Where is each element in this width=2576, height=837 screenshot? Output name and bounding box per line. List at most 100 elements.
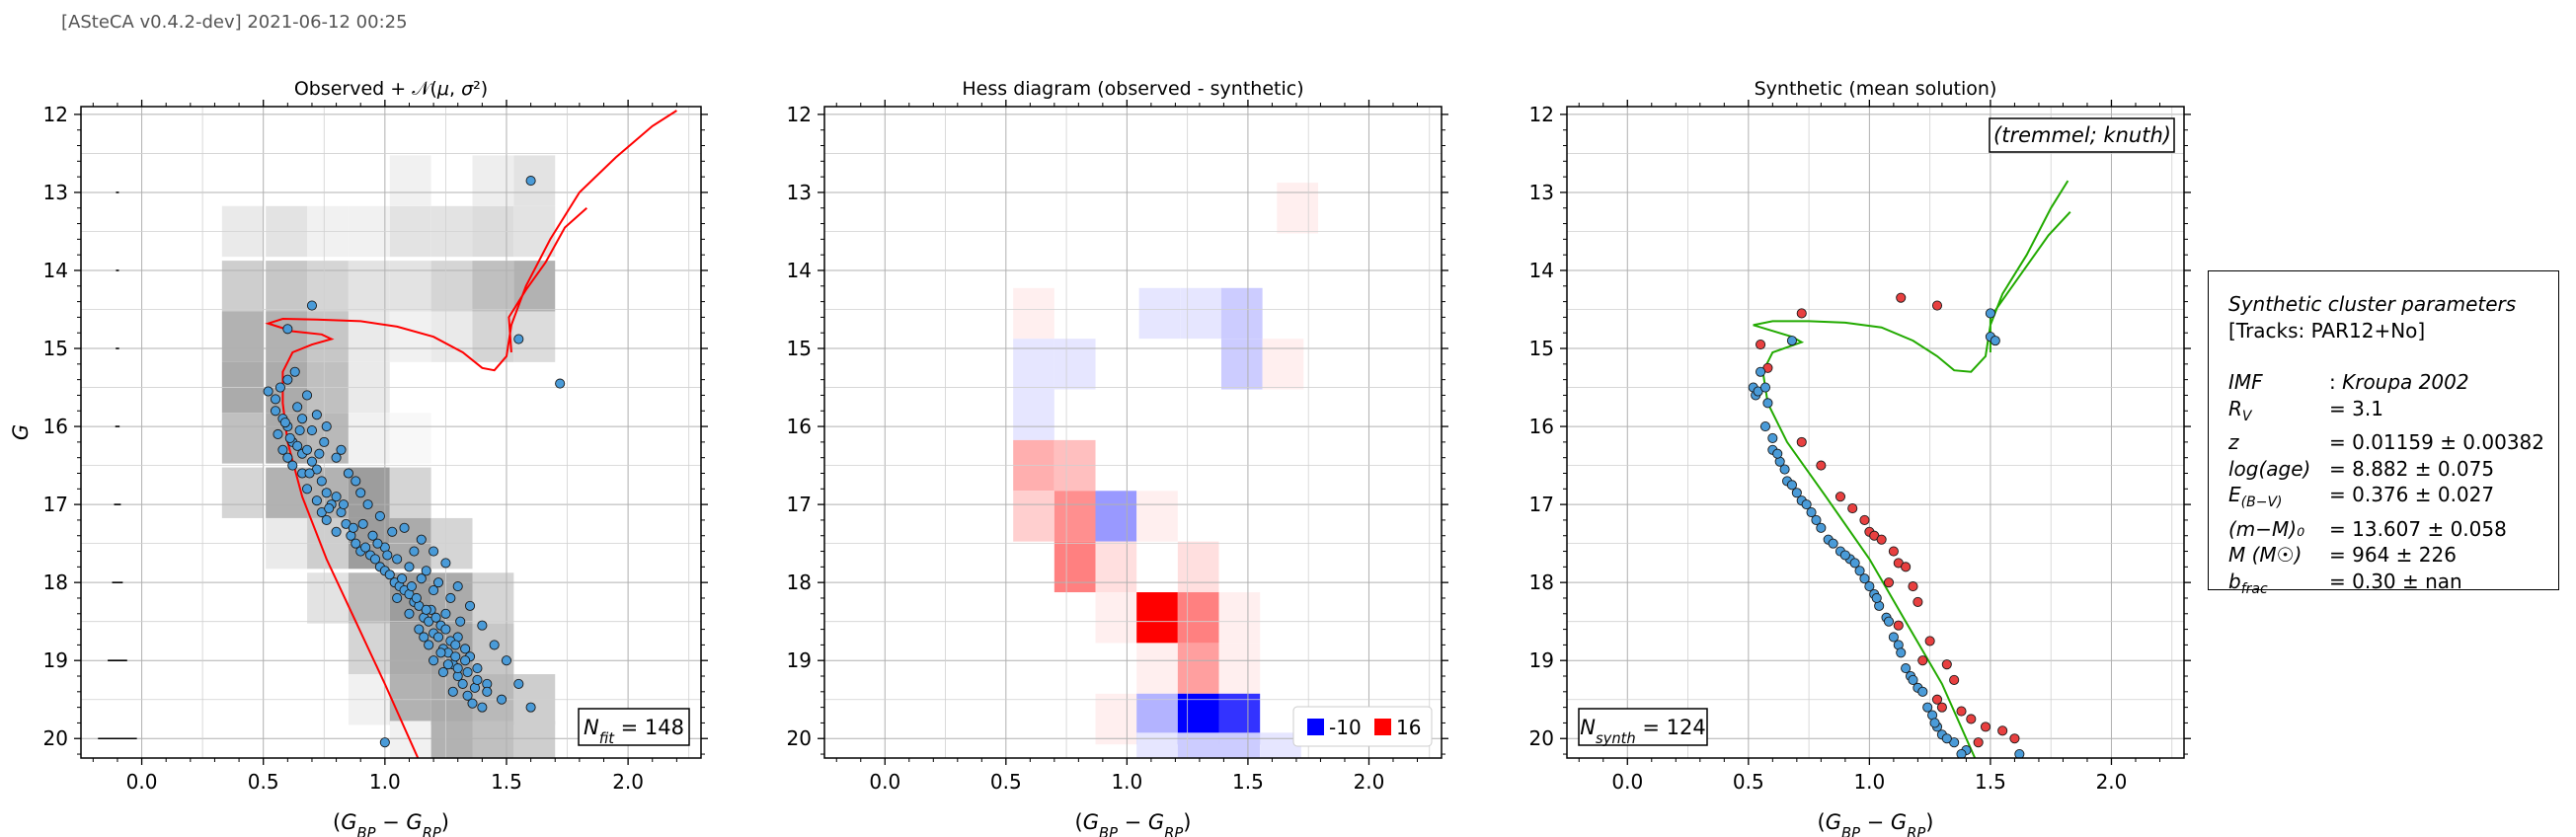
observed-star-point: [294, 424, 305, 436]
y-tick-label: 15: [43, 337, 68, 360]
density-cell: [348, 572, 390, 624]
observed-star-point: [555, 378, 566, 389]
hess-cell: [1177, 732, 1219, 758]
observed-star-point: [397, 573, 408, 584]
density-cell: [389, 623, 431, 675]
axes-frame: [1566, 106, 2185, 759]
synthetic-single-point: [1816, 522, 1827, 533]
synthetic-single-point: [1901, 663, 1912, 674]
synthetic-single-point: [1767, 432, 1778, 443]
param-key: M (M☉): [2228, 543, 2303, 567]
observed-star-point: [311, 410, 322, 420]
observed-star-point: [421, 604, 431, 615]
y-tick-label: 19: [787, 648, 812, 672]
hess-cell: [1054, 541, 1096, 593]
observed-star-point: [374, 510, 385, 522]
y-tick-label: 17: [43, 493, 68, 516]
synthetic-binary-point: [1816, 460, 1827, 471]
observed-star-point: [440, 608, 451, 619]
hess-cell: [1138, 287, 1181, 340]
density-cell: [389, 261, 431, 312]
x-tick-label: 1.5: [1232, 770, 1264, 794]
hess-cell: [1262, 339, 1304, 390]
param-sep: =: [2329, 516, 2353, 541]
nsynth-legend-box: [1578, 708, 1708, 746]
hess-legend-box: [1292, 706, 1433, 747]
observed-star-point: [462, 690, 473, 701]
observed-star-point: [513, 334, 524, 344]
x-tick-label: 0.0: [126, 770, 158, 794]
observed-star-point: [440, 558, 451, 569]
synthetic-single-point: [1762, 398, 1773, 409]
hess-cell: [1218, 592, 1261, 644]
synthetic-binary-point: [1796, 308, 1807, 319]
observed-star-point: [273, 428, 283, 440]
observed-star-point: [274, 382, 285, 393]
x-tick-label: 1.0: [1111, 770, 1142, 794]
tracks-annotation-box: [1989, 117, 2175, 153]
isochrone-line: [265, 110, 677, 758]
observed-star-point: [289, 366, 300, 377]
param-key: log(age): [2228, 456, 2311, 481]
synthetic-binary-point: [1949, 674, 1960, 686]
observed-star-point: [367, 530, 378, 541]
param-key: RV: [2228, 396, 2252, 424]
density-cell: [307, 572, 349, 624]
density-cell: [307, 413, 349, 464]
observed-star-point: [324, 503, 335, 514]
density-cell: [221, 413, 264, 464]
synthetic-single-point: [1791, 488, 1802, 498]
panel-title: Synthetic (mean solution): [1755, 78, 1997, 100]
nsynth-legend-label: Nsynth = 124: [1580, 716, 1705, 747]
observed-panel: 0.0 0.5 1.0 1.5 2.0 12 13 14 15 16 17 18 19 20 Observe…: [9, 78, 708, 837]
synthetic-single-point: [1888, 632, 1899, 643]
nfit-legend-box: [578, 708, 690, 746]
observed-star-point: [447, 686, 458, 697]
observed-star-point: [452, 663, 463, 674]
observed-star-point: [450, 640, 461, 650]
params-rows: IMF: Kroupa 2002 RV = 3.1 z = 0.01159 ± 0.00…: [2228, 369, 2544, 603]
synthetic-single-point: [1759, 421, 1771, 432]
observed-star-point: [501, 655, 512, 666]
synthetic-binary-point: [1931, 300, 1943, 311]
density-cell: [348, 413, 390, 464]
y-tick-label: 18: [1529, 571, 1554, 594]
observed-star-point: [316, 476, 327, 487]
hess-cell: [1220, 287, 1263, 340]
hess-legend-neg-swatch: [1307, 719, 1324, 735]
hess-cell: [1277, 183, 1318, 234]
observed-star-point: [437, 667, 448, 678]
param-row: z = 0.01159 ± 0.00382: [2228, 429, 2544, 456]
synthetic-single-point: [1859, 573, 1870, 584]
panel-title: Hess diagram (observed - synthetic): [962, 78, 1303, 100]
observed-star-point: [411, 592, 422, 604]
observed-star-point: [416, 573, 427, 584]
observed-star-point: [442, 659, 453, 670]
synthetic-binary-point: [1896, 292, 1907, 303]
synthetic-single-point: [1956, 748, 1967, 758]
tracks-annotation-label: (tremmel; knuth): [1993, 123, 2171, 147]
hess-cell: [1177, 541, 1219, 593]
param-row: bfrac = 0.30 ± nan: [2228, 569, 2538, 603]
observed-star-point: [306, 300, 318, 311]
param-key: (m−M)₀: [2228, 516, 2305, 541]
nfit-legend-label: Nfit = 148: [584, 716, 684, 747]
observed-star-point: [321, 421, 332, 432]
density-cell: [221, 467, 264, 518]
observed-star-point: [429, 585, 439, 596]
y-tick-label: 12: [43, 103, 68, 126]
y-tick-label: 18: [43, 571, 68, 594]
synthetic-single-point: [1759, 382, 1771, 393]
density-cell: [389, 721, 431, 758]
observed-star-point: [445, 592, 456, 604]
hess-panel: 0.0 0.5 1.0 1.5 2.0 12 13 14 15 16 17 18 19 20 Hess di…: [787, 78, 1448, 837]
observed-star-point: [525, 176, 536, 187]
hess-cell: [1095, 491, 1137, 542]
param-key: bfrac: [2228, 569, 2268, 597]
x-tick-label: 0.0: [869, 770, 900, 794]
observed-star-point: [489, 640, 500, 650]
observed-star-point: [282, 324, 293, 335]
hess-cell: [1177, 643, 1219, 694]
synthetic-single-point: [1922, 702, 1933, 713]
